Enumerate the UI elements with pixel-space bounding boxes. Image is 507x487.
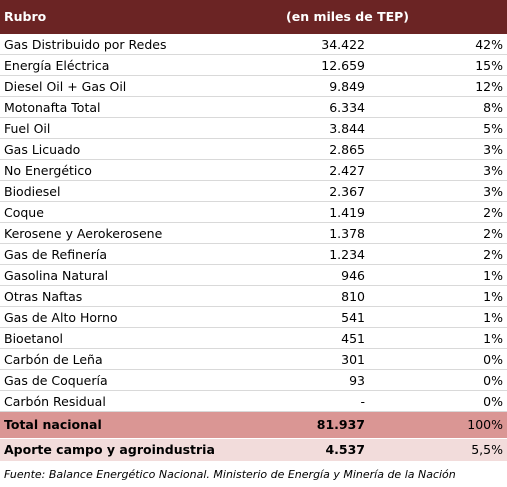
row-label: Energía Eléctrica xyxy=(4,58,110,73)
row-pct: 0% xyxy=(483,373,503,388)
row-label: Gasolina Natural xyxy=(4,268,109,283)
row-pct: 1% xyxy=(483,310,503,325)
row-value: 1.234 xyxy=(329,247,365,262)
row-pct: 12% xyxy=(475,79,503,94)
table-row: Motonafta Total 6.334 8% xyxy=(0,97,507,118)
row-pct: 2% xyxy=(483,205,503,220)
table-row: No Energético 2.427 3% xyxy=(0,160,507,181)
row-value: 2.367 xyxy=(329,184,365,199)
table-row: Coque 1.419 2% xyxy=(0,202,507,223)
row-value: 2.865 xyxy=(329,142,365,157)
row-value: 34.422 xyxy=(321,37,365,52)
row-label: Gas Distribuido por Redes xyxy=(4,37,167,52)
table-row: Energía Eléctrica 12.659 15% xyxy=(0,55,507,76)
table-row: Carbón de Leña 301 0% xyxy=(0,349,507,370)
table-row: Otras Naftas 810 1% xyxy=(0,286,507,307)
row-label: Gas de Coquería xyxy=(4,373,108,388)
row-pct: 2% xyxy=(483,226,503,241)
row-pct: 1% xyxy=(483,268,503,283)
row-label: Gas de Refinería xyxy=(4,247,108,262)
row-pct: 0% xyxy=(483,394,503,409)
total-row: Total nacional 81.937 100% xyxy=(0,412,507,438)
row-value: 1.378 xyxy=(329,226,365,241)
table-row: Gas de Alto Horno 541 1% xyxy=(0,307,507,328)
total-pct: 100% xyxy=(467,417,503,432)
table-row: Gas Distribuido por Redes 34.422 42% xyxy=(0,34,507,55)
row-value: 1.419 xyxy=(329,205,365,220)
table-row: Gas de Refinería 1.234 2% xyxy=(0,244,507,265)
total-label: Total nacional xyxy=(4,417,102,432)
aporte-label: Aporte campo y agroindustria xyxy=(4,442,215,457)
row-label: Bioetanol xyxy=(4,331,63,346)
row-label: Fuel Oil xyxy=(4,121,51,136)
aporte-row: Aporte campo y agroindustria 4.537 5,5% xyxy=(0,439,507,461)
row-value: - xyxy=(360,394,365,409)
row-pct: 42% xyxy=(475,37,503,52)
row-label: Gas Licuado xyxy=(4,142,81,157)
total-value: 81.937 xyxy=(316,417,365,432)
row-label: Kerosene y Aerokerosene xyxy=(4,226,163,241)
row-value: 6.334 xyxy=(329,100,365,115)
row-label: No Energético xyxy=(4,163,92,178)
energy-table: Rubro (en miles de TEP) Gas Distribuido … xyxy=(0,0,507,461)
table-body: Gas Distribuido por Redes 34.422 42% Energí… xyxy=(0,34,507,412)
aporte-value: 4.537 xyxy=(325,442,365,457)
row-pct: 0% xyxy=(483,352,503,367)
table-row: Kerosene y Aerokerosene 1.378 2% xyxy=(0,223,507,244)
row-label: Gas de Alto Horno xyxy=(4,310,118,325)
row-value: 9.849 xyxy=(329,79,365,94)
row-pct: 1% xyxy=(483,331,503,346)
row-pct: 3% xyxy=(483,184,503,199)
row-label: Diesel Oil + Gas Oil xyxy=(4,79,127,94)
row-label: Biodiesel xyxy=(4,184,61,199)
row-pct: 5% xyxy=(483,121,503,136)
aporte-pct: 5,5% xyxy=(471,442,503,457)
table-row: Bioetanol 451 1% xyxy=(0,328,507,349)
row-label: Carbón Residual xyxy=(4,394,106,409)
row-pct: 15% xyxy=(475,58,503,73)
source-footnote: Fuente: Balance Energético Nacional. Min… xyxy=(4,468,456,481)
row-pct: 8% xyxy=(483,100,503,115)
row-label: Motonafta Total xyxy=(4,100,101,115)
table-row: Carbón Residual - 0% xyxy=(0,391,507,412)
table-header: Rubro (en miles de TEP) xyxy=(0,0,507,34)
table-row: Biodiesel 2.367 3% xyxy=(0,181,507,202)
row-value: 301 xyxy=(341,352,365,367)
table-row: Diesel Oil + Gas Oil 9.849 12% xyxy=(0,76,507,97)
table-row: Gas de Coquería 93 0% xyxy=(0,370,507,391)
row-value: 810 xyxy=(341,289,365,304)
table-row: Gas Licuado 2.865 3% xyxy=(0,139,507,160)
row-value: 541 xyxy=(341,310,365,325)
row-pct: 3% xyxy=(483,142,503,157)
row-value: 12.659 xyxy=(321,58,365,73)
row-value: 3.844 xyxy=(329,121,365,136)
header-rubro: Rubro xyxy=(4,9,47,24)
row-value: 2.427 xyxy=(329,163,365,178)
row-value: 946 xyxy=(341,268,365,283)
row-pct: 1% xyxy=(483,289,503,304)
row-label: Carbón de Leña xyxy=(4,352,103,367)
table-row: Gasolina Natural 946 1% xyxy=(0,265,507,286)
table-row: Fuel Oil 3.844 5% xyxy=(0,118,507,139)
row-pct: 2% xyxy=(483,247,503,262)
row-value: 451 xyxy=(341,331,365,346)
row-label: Coque xyxy=(4,205,44,220)
row-value: 93 xyxy=(349,373,365,388)
header-unit: (en miles de TEP) xyxy=(286,9,410,24)
row-label: Otras Naftas xyxy=(4,289,83,304)
row-pct: 3% xyxy=(483,163,503,178)
